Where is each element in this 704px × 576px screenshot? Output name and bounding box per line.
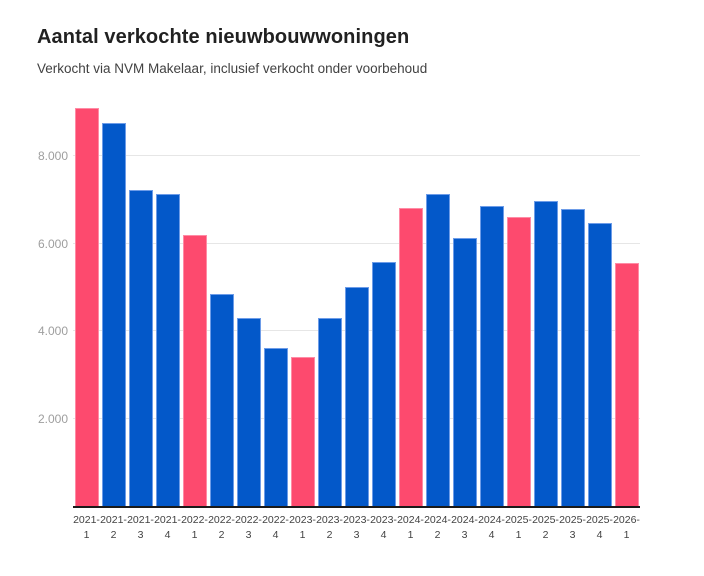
y-axis: 2.000 4.000 6.000 8.000 xyxy=(0,100,68,506)
bar-slot xyxy=(181,100,208,506)
x-tick-label-2021-2: 2021- 2 xyxy=(100,514,127,541)
y-tick-label: 6.000 xyxy=(37,236,68,251)
bar-slot xyxy=(586,100,613,506)
x-tick-label-2021-3: 2021- 3 xyxy=(127,514,154,541)
bar-slot xyxy=(289,100,316,506)
bar-slot xyxy=(370,100,397,506)
bar-2024-2[interactable] xyxy=(425,194,450,506)
x-tick-label-2025-4: 2025- 4 xyxy=(586,514,613,541)
bar-slot xyxy=(478,100,505,506)
x-tick-label-2023-3: 2023- 3 xyxy=(343,514,370,541)
bar-2021-1[interactable] xyxy=(74,107,99,506)
bar-2024-1[interactable] xyxy=(398,208,423,506)
x-tick-label-2022-1: 2022- 1 xyxy=(181,514,208,541)
x-tick-label-2021-1: 2021- 1 xyxy=(73,514,100,541)
bar-slot xyxy=(613,100,640,506)
bar-2025-3[interactable] xyxy=(560,208,585,506)
gridline-6.000 xyxy=(73,242,640,244)
x-tick-label-2026-1: 2026- 1 xyxy=(613,514,640,541)
x-tick-label-2024-3: 2024- 3 xyxy=(451,514,478,541)
x-tick-label-2024-1: 2024- 1 xyxy=(397,514,424,541)
bar-2022-3[interactable] xyxy=(236,317,261,506)
x-tick-label-2023-4: 2023- 4 xyxy=(370,514,397,541)
x-tick-label-2021-4: 2021- 4 xyxy=(154,514,181,541)
bar-slot xyxy=(559,100,586,506)
bar-2025-1[interactable] xyxy=(506,217,531,506)
bar-2022-4[interactable] xyxy=(263,348,288,506)
bar-slot xyxy=(235,100,262,506)
plot-area xyxy=(73,100,640,508)
bar-2024-3[interactable] xyxy=(452,238,477,506)
gridline-8.000 xyxy=(73,155,640,156)
x-tick-label-2025-1: 2025- 1 xyxy=(505,514,532,541)
bar-2021-4[interactable] xyxy=(155,194,180,506)
bar-2026-1[interactable] xyxy=(614,263,639,506)
chart-subtitle: Verkocht via NVM Makelaar, inclusief ver… xyxy=(37,61,428,76)
x-tick-label-2024-2: 2024- 2 xyxy=(424,514,451,541)
bar-series xyxy=(73,100,640,506)
bar-slot xyxy=(397,100,424,506)
y-tick-label: 8.000 xyxy=(37,149,68,163)
x-tick-label-2023-1: 2023- 1 xyxy=(289,514,316,541)
bar-2021-2[interactable] xyxy=(101,123,126,506)
bar-slot xyxy=(127,100,154,506)
bar-2021-3[interactable] xyxy=(128,189,153,506)
bar-slot xyxy=(316,100,343,506)
x-tick-label-2022-4: 2022- 4 xyxy=(262,514,289,541)
bar-slot xyxy=(208,100,235,506)
bar-2025-2[interactable] xyxy=(533,201,558,506)
bar-slot xyxy=(424,100,451,506)
bar-slot xyxy=(451,100,478,506)
y-tick-label: 2.000 xyxy=(37,411,68,426)
bar-2023-4[interactable] xyxy=(371,262,396,506)
bar-2022-1[interactable] xyxy=(182,235,207,506)
x-tick-label-2024-4: 2024- 4 xyxy=(478,514,505,541)
chart-title: Aantal verkochte nieuwbouwwoningen xyxy=(37,26,410,48)
bar-slot xyxy=(532,100,559,506)
bar-2023-1[interactable] xyxy=(290,356,315,506)
bar-2022-2[interactable] xyxy=(209,293,234,506)
bar-2023-2[interactable] xyxy=(317,317,342,506)
bar-2023-3[interactable] xyxy=(344,287,369,506)
bar-2025-4[interactable] xyxy=(587,223,612,506)
bar-slot xyxy=(73,100,100,506)
bar-slot xyxy=(343,100,370,506)
x-tick-label-2022-2: 2022- 2 xyxy=(208,514,235,541)
x-axis: 2021- 1 2021- 2 2021- 3 2021- 4 2022- 1 2022- 2 2022… xyxy=(73,513,640,543)
bar-2024-4[interactable] xyxy=(479,206,504,506)
bar-slot xyxy=(505,100,532,506)
x-tick-label-2022-3: 2022- 3 xyxy=(235,514,262,541)
y-tick-label: 4.000 xyxy=(37,324,68,338)
x-tick-label-2023-2: 2023- 2 xyxy=(316,514,343,541)
bar-slot xyxy=(100,100,127,506)
bar-slot xyxy=(154,100,181,506)
x-tick-label-2025-3: 2025- 3 xyxy=(559,514,586,541)
x-tick-label-2025-2: 2025- 2 xyxy=(532,514,559,541)
bar-slot xyxy=(262,100,289,506)
